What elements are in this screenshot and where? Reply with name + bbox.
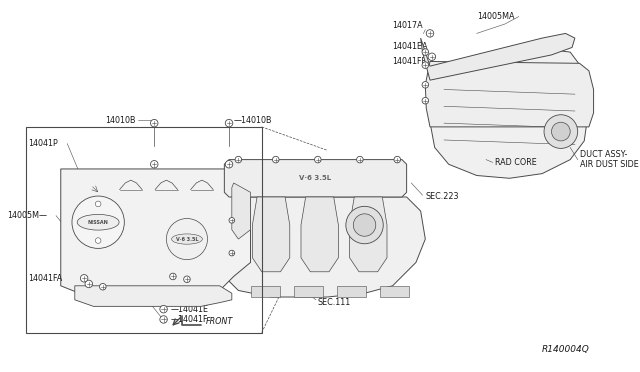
Circle shape	[225, 119, 233, 127]
Circle shape	[426, 30, 434, 37]
Polygon shape	[426, 61, 593, 127]
Polygon shape	[225, 160, 406, 197]
Text: —14041E: —14041E	[170, 305, 208, 314]
Circle shape	[428, 53, 436, 61]
Polygon shape	[75, 286, 232, 307]
Circle shape	[422, 81, 429, 88]
Circle shape	[85, 280, 93, 288]
Text: 14010B: 14010B	[106, 116, 136, 125]
Circle shape	[552, 122, 570, 141]
Text: 14041FA: 14041FA	[28, 274, 62, 283]
Text: AIR DUST SIDE: AIR DUST SIDE	[580, 160, 638, 169]
Text: NISSAN: NISSAN	[88, 220, 109, 225]
Circle shape	[229, 250, 235, 256]
Circle shape	[160, 316, 167, 323]
Ellipse shape	[77, 214, 119, 230]
Text: V·6 3.5L: V·6 3.5L	[299, 175, 331, 181]
Bar	[250, 286, 280, 297]
Polygon shape	[223, 197, 426, 297]
Text: —14041F: —14041F	[170, 315, 207, 324]
Circle shape	[235, 156, 242, 163]
Text: RAD CORE: RAD CORE	[495, 158, 537, 167]
Text: 14041P: 14041P	[28, 139, 58, 148]
Polygon shape	[232, 183, 250, 239]
Circle shape	[150, 161, 158, 168]
Text: R140004Q: R140004Q	[542, 345, 590, 354]
Circle shape	[166, 218, 207, 260]
Bar	[26, 127, 262, 333]
Circle shape	[100, 283, 106, 290]
Polygon shape	[252, 197, 290, 272]
Circle shape	[160, 305, 167, 313]
Circle shape	[81, 275, 88, 282]
Circle shape	[422, 49, 429, 55]
Polygon shape	[420, 33, 575, 80]
Circle shape	[95, 201, 101, 207]
Text: DUCT ASSY-: DUCT ASSY-	[580, 150, 627, 160]
Circle shape	[170, 273, 176, 280]
Text: SEC.223: SEC.223	[426, 192, 459, 202]
Circle shape	[273, 156, 279, 163]
Bar	[294, 286, 323, 297]
Polygon shape	[349, 197, 387, 272]
Circle shape	[422, 62, 429, 68]
Polygon shape	[430, 47, 589, 178]
Bar	[380, 286, 410, 297]
Circle shape	[150, 119, 158, 127]
Circle shape	[346, 206, 383, 244]
Bar	[337, 286, 367, 297]
Ellipse shape	[172, 234, 202, 244]
Text: 14005MA: 14005MA	[477, 12, 514, 21]
Polygon shape	[61, 169, 250, 295]
Text: 14017A: 14017A	[392, 22, 423, 31]
Circle shape	[229, 218, 235, 223]
Text: 14041EA: 14041EA	[392, 42, 428, 51]
Circle shape	[184, 276, 190, 282]
Text: —14010B: —14010B	[234, 116, 272, 125]
Circle shape	[544, 115, 578, 148]
Text: 14041FB: 14041FB	[392, 57, 428, 66]
Polygon shape	[301, 197, 339, 272]
Text: FRONT: FRONT	[205, 317, 233, 326]
Circle shape	[356, 156, 363, 163]
Circle shape	[422, 97, 429, 104]
Text: SEC.111: SEC.111	[318, 298, 351, 307]
Circle shape	[225, 161, 233, 168]
Text: V·6 3.5L: V·6 3.5L	[176, 237, 198, 241]
Text: 14005M—: 14005M—	[8, 211, 47, 220]
Circle shape	[314, 156, 321, 163]
Circle shape	[72, 196, 124, 248]
Circle shape	[95, 238, 101, 243]
Circle shape	[353, 214, 376, 236]
Circle shape	[394, 156, 401, 163]
